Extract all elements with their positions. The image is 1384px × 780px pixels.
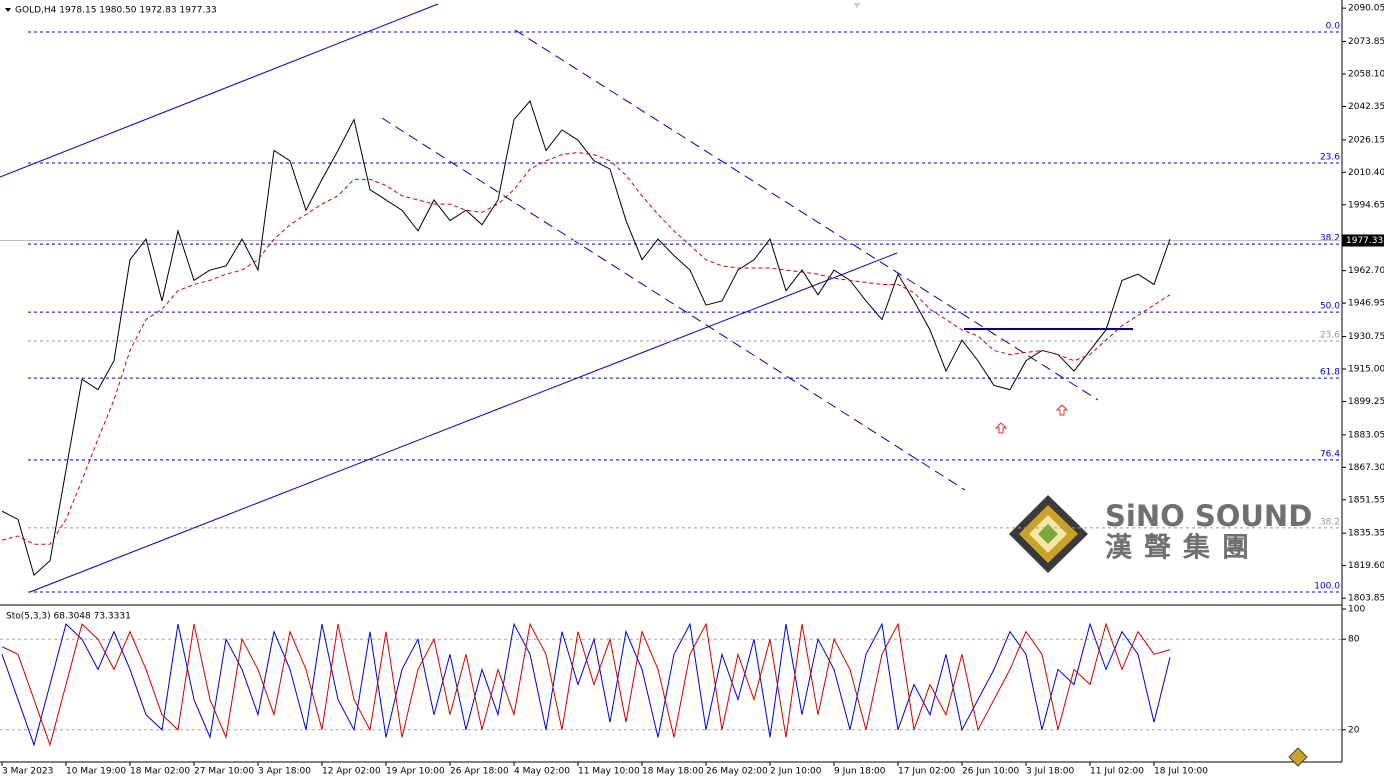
x-tick-label: 18 Jul 10:00 (1154, 767, 1208, 777)
y-tick-label: 2026.15 (1348, 135, 1384, 145)
y-tick-label: 1915.00 (1348, 364, 1384, 374)
fib-label: 23.6 (1320, 330, 1340, 340)
x-tick-label: 18 Mar 02:00 (130, 767, 190, 777)
series-line (1, 622, 1171, 747)
series-line (1, 152, 1171, 545)
fib-label: 61.8 (1320, 368, 1340, 378)
trend-line (0, 3, 439, 178)
y-tick-label: 1994.65 (1348, 200, 1384, 210)
channel-line (381, 117, 966, 491)
y-tick-label: 1803.85 (1348, 594, 1384, 604)
x-tick-label: 3 Apr 18:00 (258, 767, 311, 777)
x-tick-label: 10 Mar 19:00 (66, 767, 126, 777)
y-tick-label: 1819.60 (1348, 561, 1384, 571)
last-price-box (1342, 234, 1384, 247)
logo (1009, 495, 1088, 573)
fib-label: 38.2 (1320, 234, 1340, 244)
y-tick-label: 1930.75 (1348, 332, 1384, 342)
y-tick-label: 2042.35 (1348, 102, 1384, 112)
arrow-up (994, 422, 1008, 434)
series-line (1, 622, 1171, 747)
x-tick-label: 9 Jun 18:00 (834, 767, 886, 777)
x-tick-label: 27 Mar 10:00 (194, 767, 254, 777)
fib-label: 50.0 (1320, 302, 1340, 312)
x-tick-label: 26 Apr 18:00 (450, 767, 509, 777)
y-tick-label: 1835.35 (1348, 529, 1384, 539)
y-tick-label: 1946.95 (1348, 299, 1384, 309)
watermark-chinese: 漢聲集團 (1105, 532, 1261, 564)
indicator-header: Sto(5,3,3) 68.3048 73.3331 (6, 612, 131, 622)
x-tick-label: 2 Jun 10:00 (770, 767, 822, 777)
x-tick-label: 3 Jul 18:00 (1026, 767, 1075, 777)
x-tick-label: 17 Jun 02:00 (898, 767, 955, 777)
fib-label: 0.0 (1326, 21, 1341, 31)
y-tick-label: 80 (1348, 635, 1360, 645)
y-tick-label: 1962.70 (1348, 266, 1384, 276)
fib-label: 76.4 (1320, 449, 1340, 459)
y-tick-label: 2073.85 (1348, 37, 1384, 47)
trend-line (29, 252, 898, 593)
fib-label: 100.0 (1314, 582, 1340, 592)
x-tick-label: 4 May 02:00 (514, 767, 570, 777)
watermark-name: SiNO SOUND (1105, 499, 1312, 533)
x-tick-label: 11 Jul 02:00 (1090, 767, 1144, 777)
x-tick-label: 26 Jun 10:00 (962, 767, 1019, 777)
x-tick-label: 3 Mar 2023 (2, 767, 53, 777)
channel-line (514, 29, 1099, 401)
y-tick-label: 1883.05 (1348, 430, 1384, 440)
arrow-up (1055, 404, 1069, 416)
fib-label: 23.6 (1320, 153, 1340, 163)
y-tick-label: 1867.30 (1348, 463, 1384, 473)
y-tick-label: 100 (1348, 605, 1365, 615)
y-tick-label: 2090.05 (1348, 4, 1384, 14)
x-tick-label: 18 May 18:00 (642, 767, 704, 777)
y-tick-label: 2058.10 (1348, 70, 1384, 80)
shift-marker (853, 3, 861, 8)
x-tick-label: 12 Apr 02:00 (322, 767, 381, 777)
series-line (1, 100, 1171, 577)
x-tick-label: 11 May 10:00 (578, 767, 640, 777)
y-tick-label: 1899.25 (1348, 397, 1384, 407)
x-tick-label: 26 May 02:00 (706, 767, 768, 777)
fib-label: 38.2 (1320, 517, 1340, 527)
y-tick-label: 1851.55 (1348, 495, 1384, 505)
y-tick-label: 2010.40 (1348, 168, 1384, 178)
y-tick-label: 20 (1348, 725, 1360, 735)
x-tick-label: 19 Apr 10:00 (386, 767, 445, 777)
corner-logo (1288, 747, 1308, 767)
chart-header: GOLD,H4 1978.15 1980.50 1972.83 1977.33 (15, 6, 217, 16)
header-marker (5, 8, 11, 12)
last-price-label: 1977.33 (1346, 236, 1383, 246)
